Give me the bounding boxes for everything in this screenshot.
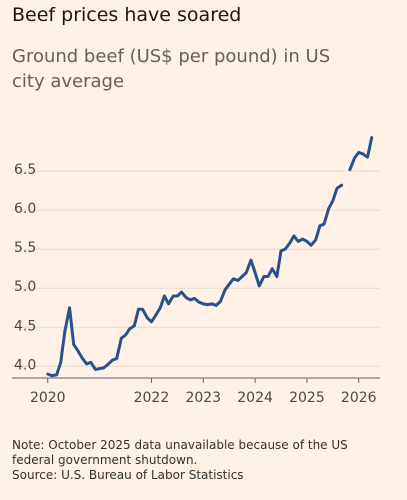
- x-tick-label: 2025: [289, 390, 325, 406]
- note: Note: October 2025 data unavailable beca…: [12, 438, 348, 467]
- chart-title: Beef prices have soared: [12, 4, 242, 26]
- y-tick-label: 4.0: [14, 357, 36, 373]
- y-tick-label: 5.0: [14, 279, 36, 295]
- chart: 4.0 4.5 5.0 5.5 6.0 6.5 2020 2022 2023 2024 2025 20…: [12, 136, 380, 406]
- line: [46, 136, 374, 378]
- y-tick-label: 4.5: [14, 318, 36, 334]
- x-tick-label: 2024: [237, 390, 273, 406]
- chart-subtitle: Ground beef (US$ per pound) in US city a…: [12, 46, 331, 92]
- source: Source: U.S. Bureau of Labor Statistics: [12, 468, 244, 482]
- x-tick-label: 2026: [341, 390, 377, 406]
- x-tick-label: 2022: [134, 390, 170, 406]
- y-tick-label: 6.5: [14, 162, 36, 178]
- y-tick-label: 6.0: [14, 201, 36, 217]
- x-tick-label: 2020: [30, 390, 66, 406]
- x-tick-label: 2023: [185, 390, 221, 406]
- y-tick-label: 5.5: [14, 240, 36, 256]
